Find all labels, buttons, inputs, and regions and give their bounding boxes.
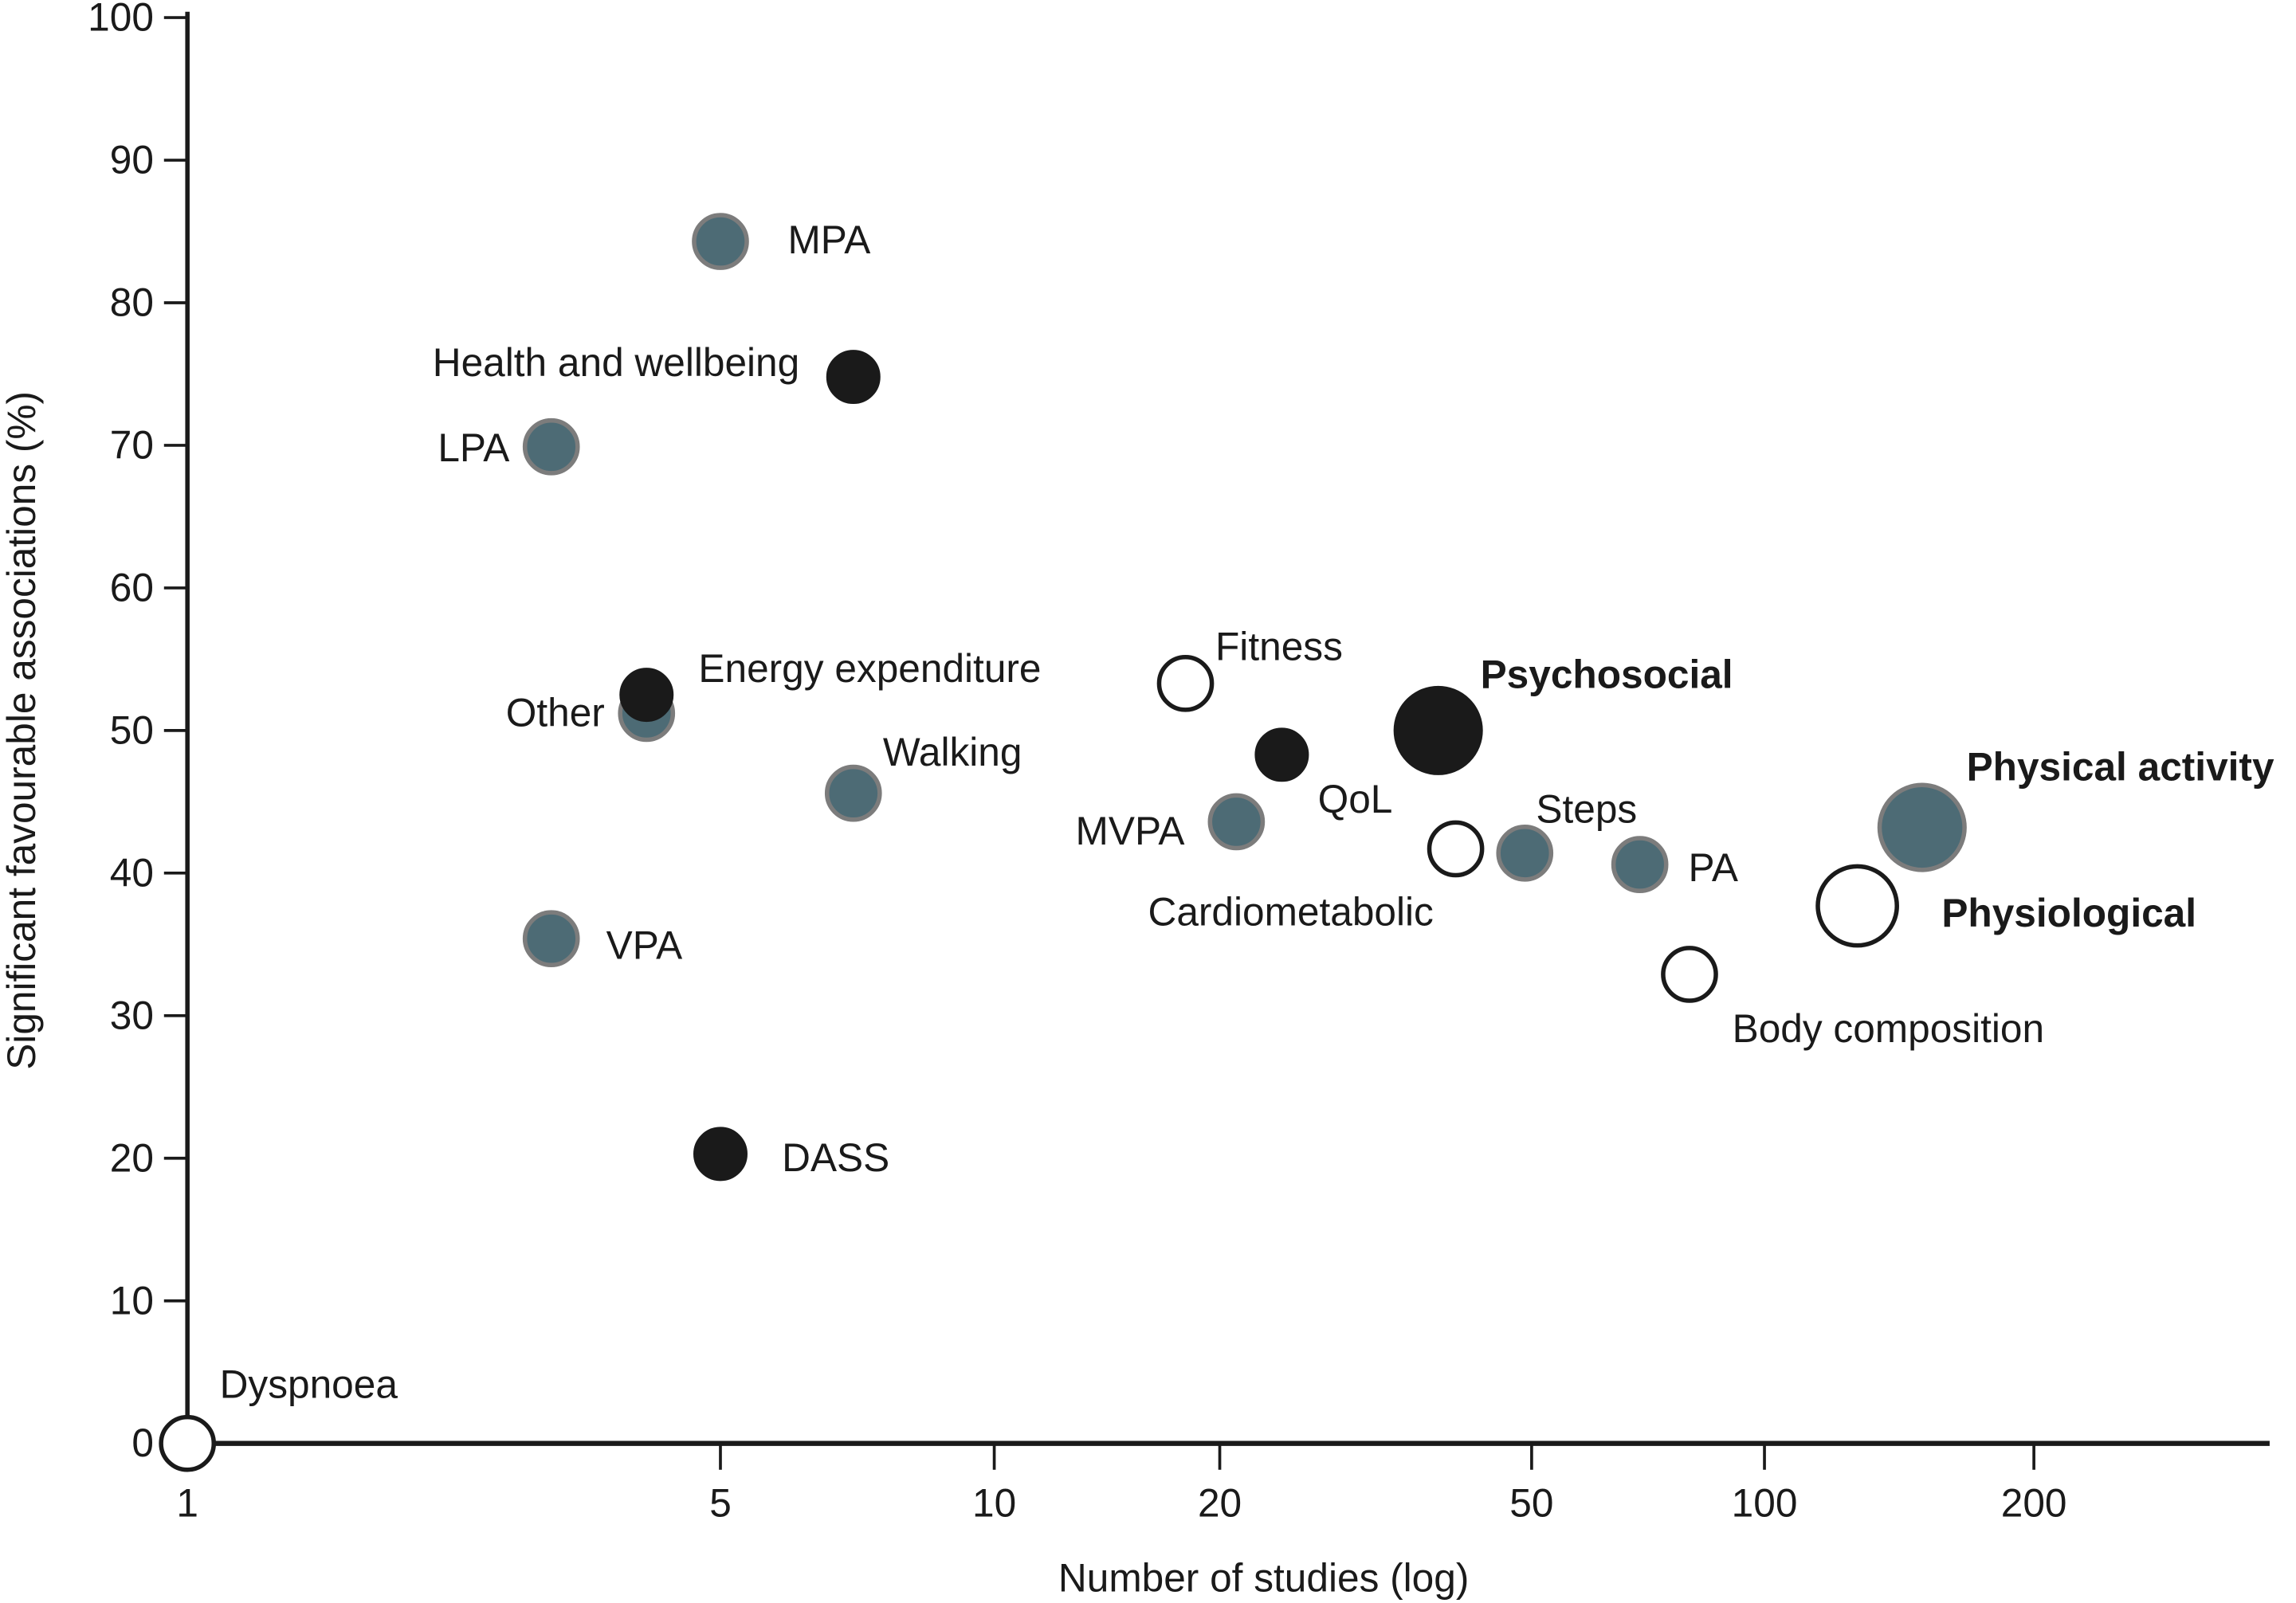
point-labels: Dyspnoea MPA Health and wellbeing LPA Energy… [220, 218, 2274, 1407]
x-tick-label: 100 [1732, 1481, 1798, 1526]
y-tick-label: 30 [110, 993, 154, 1037]
point-qol [1254, 727, 1309, 782]
point-pa [1611, 836, 1669, 893]
data-points [159, 213, 1967, 1472]
point-dass [693, 1127, 748, 1182]
point-label: Steps [1536, 787, 1637, 832]
y-tick-label: 0 [131, 1421, 154, 1465]
point-psychosocial [1393, 685, 1483, 775]
point-label: Physiological [1941, 891, 2196, 935]
x-tick-label: 200 [2001, 1481, 2067, 1526]
y-tick-label: 10 [110, 1278, 154, 1323]
y-tick-label: 50 [110, 707, 154, 752]
x-tick-label: 1 [176, 1481, 198, 1526]
point-mvpa [1207, 793, 1266, 851]
point-label: Energy expenditure [698, 646, 1041, 691]
y-tick-label: 80 [110, 280, 154, 325]
point-mpa [692, 213, 749, 270]
y-axis-title: Significant favourable associations (%) [0, 391, 44, 1070]
point-vpa [522, 910, 580, 967]
point-steps [1496, 824, 1554, 882]
y-tick-label: 20 [110, 1135, 154, 1180]
point-other [619, 668, 674, 723]
y-tick-label: 100 [88, 0, 154, 40]
point-label: Cardiometabolic [1148, 889, 1434, 934]
point-label: Dyspnoea [220, 1362, 398, 1407]
point-health-and-wellbeing [826, 350, 881, 405]
point-label: DASS [782, 1135, 889, 1180]
point-label: PA [1688, 845, 1737, 890]
point-label: Health and wellbeing [433, 340, 799, 385]
point-label: MPA [788, 218, 871, 262]
x-tick-label: 20 [1198, 1481, 1242, 1526]
axes: 0 10 20 30 40 50 60 70 80 90 100 1 5 10 20 50 100 200 [88, 0, 2270, 1526]
x-axis-title: Number of studies (log) [1058, 1555, 1469, 1600]
point-cardiometabolic [1427, 820, 1485, 878]
point-physiological [1815, 864, 1899, 948]
point-label: LPA [438, 425, 509, 470]
point-label: VPA [606, 923, 683, 968]
x-tick-label: 5 [709, 1481, 732, 1526]
point-label: Psychosocial [1481, 653, 1733, 697]
point-label: MVPA [1076, 809, 1185, 853]
point-body-composition [1661, 946, 1718, 1003]
point-label: Body composition [1733, 1006, 2044, 1051]
point-label: Other [506, 690, 605, 735]
point-physical-activity [1877, 782, 1967, 872]
point-label: Walking [883, 730, 1022, 774]
point-label: Physical activity [1967, 744, 2274, 789]
point-walking [824, 764, 882, 822]
y-tick-label: 70 [110, 423, 154, 468]
x-tick-label: 10 [972, 1481, 1016, 1526]
point-fitness [1156, 655, 1215, 712]
y-tick-label: 90 [110, 138, 154, 182]
y-tick-label: 60 [110, 565, 154, 609]
point-label: Fitness [1215, 625, 1343, 669]
point-label: QoL [1318, 777, 1393, 821]
x-tick-label: 50 [1509, 1481, 1553, 1526]
point-lpa [522, 417, 580, 476]
y-tick-label: 40 [110, 850, 154, 895]
point-dyspnoea [159, 1414, 217, 1472]
